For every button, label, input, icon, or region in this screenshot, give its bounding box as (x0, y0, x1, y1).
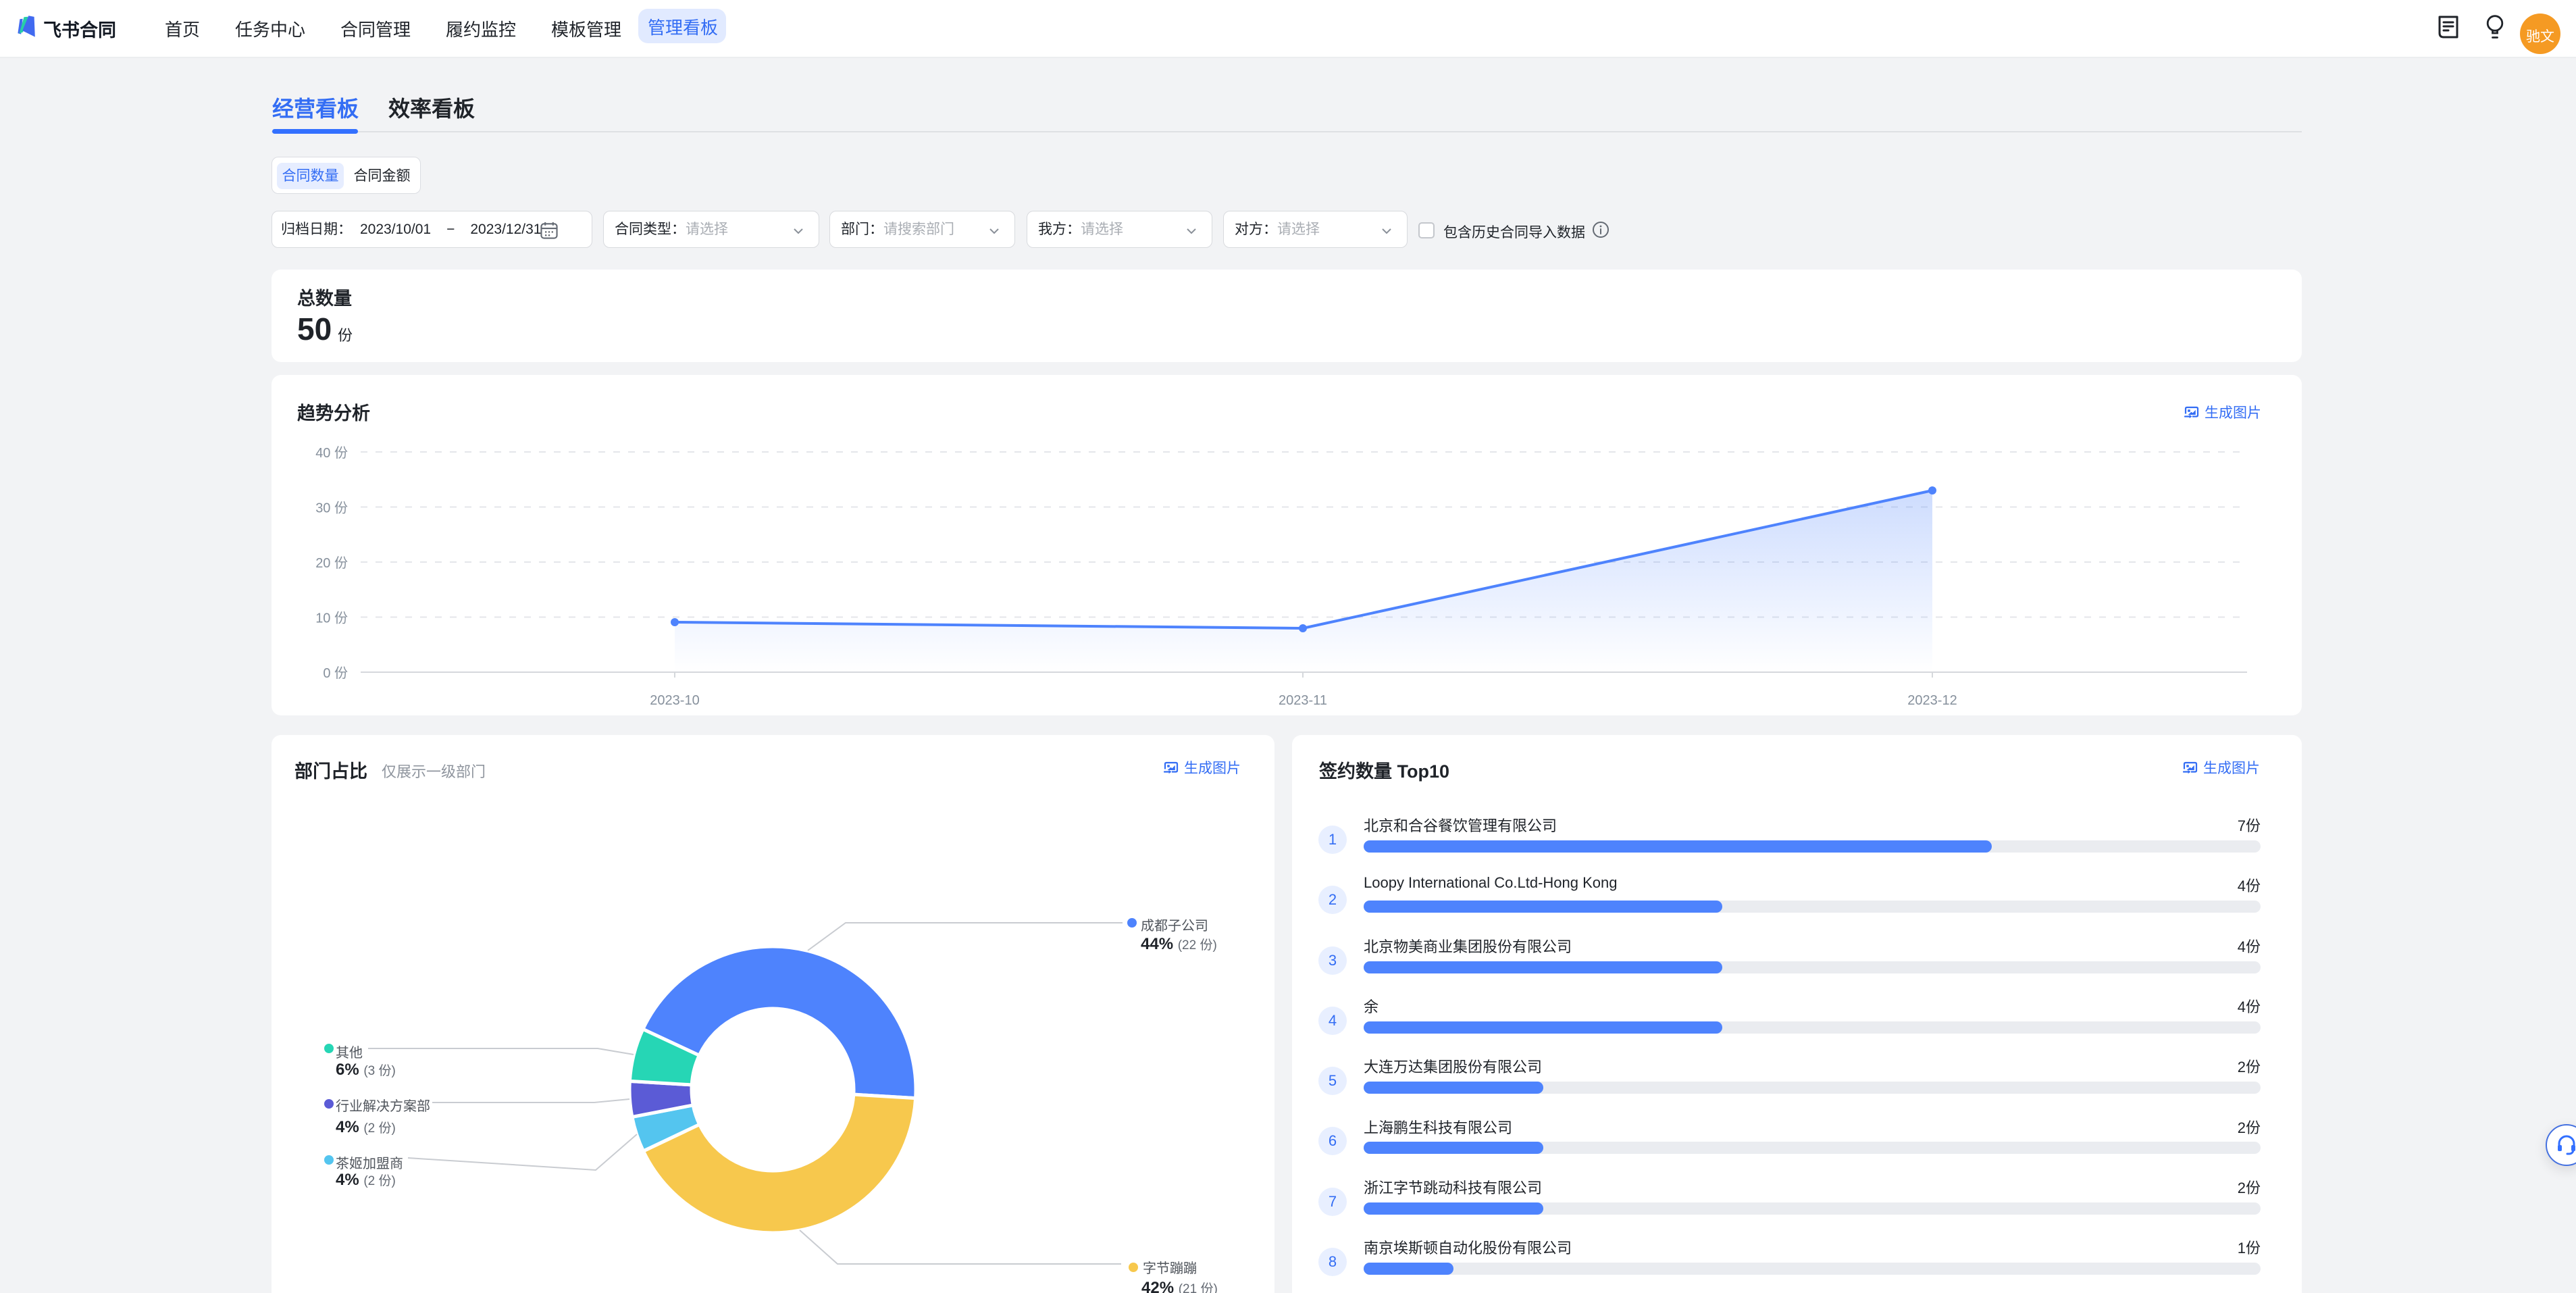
svg-text:10 份: 10 份 (315, 611, 348, 626)
svg-text:40 份: 40 份 (315, 445, 348, 461)
svg-text:0 份: 0 份 (323, 665, 348, 681)
svg-text:30 份: 30 份 (315, 501, 348, 516)
svg-text:2023-10: 2023-10 (650, 693, 699, 708)
svg-text:2023-12: 2023-12 (1907, 693, 1957, 708)
svg-text:20 份: 20 份 (315, 555, 348, 571)
svg-text:2023-11: 2023-11 (1279, 693, 1327, 708)
